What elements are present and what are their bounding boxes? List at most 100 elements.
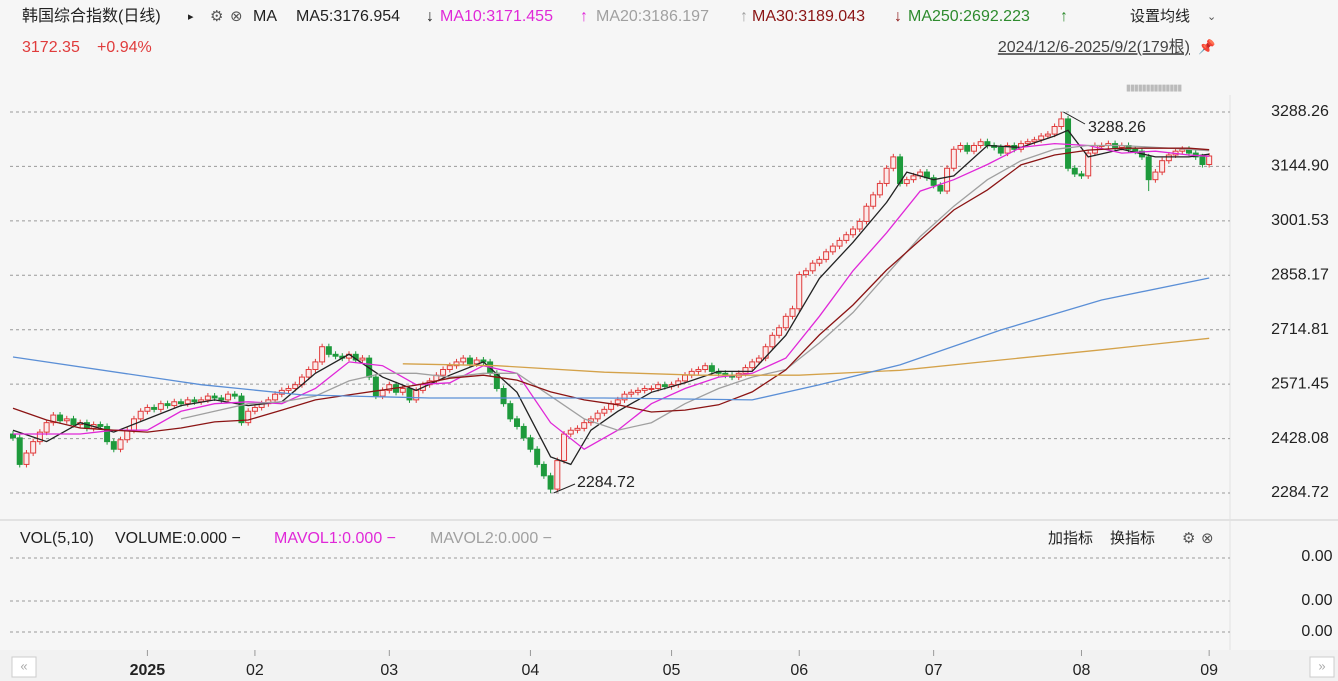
candle-body: [312, 361, 319, 370]
candle-body: [957, 144, 964, 150]
scroll-left[interactable]: [11, 656, 37, 678]
close-icon[interactable]: ⊗: [230, 8, 243, 25]
candle-body: [379, 389, 386, 397]
candle-body: [755, 357, 762, 363]
candle-body: [970, 144, 977, 152]
candle-body: [117, 439, 124, 450]
legend-trend: ↑: [580, 8, 588, 25]
candle-body: [285, 387, 292, 391]
candle-body: [628, 391, 635, 395]
candle-body: [36, 431, 43, 443]
y-tick-label: 3144.90: [1271, 158, 1329, 175]
x-tick-label: 04: [522, 662, 540, 679]
candle-body: [453, 361, 460, 367]
candle-body: [621, 393, 628, 401]
candle-body: [184, 399, 191, 405]
candle-body: [682, 374, 688, 382]
candle-body: [1152, 171, 1159, 181]
candle-body: [1044, 133, 1051, 137]
chart-title: 韩国综合指数(日线): [22, 7, 161, 25]
candle-body: [769, 334, 776, 348]
candle-body: [30, 441, 37, 454]
annotation-arrow: [553, 483, 576, 494]
scroll-right[interactable]: [1309, 656, 1335, 678]
ma-line: [180, 144, 1210, 431]
candle-body: [272, 393, 279, 401]
candle-body: [1132, 148, 1139, 152]
candle-body: [50, 414, 57, 424]
candle-body: [386, 384, 393, 391]
y-tick-label: 2714.81: [1271, 321, 1329, 338]
candle-body: [567, 429, 574, 435]
candle-body: [1038, 135, 1045, 141]
volume-close[interactable]: ⊗: [1201, 530, 1214, 547]
annotation: 2284.72: [577, 474, 635, 491]
candle-body: [292, 384, 299, 389]
candle-body: [211, 395, 218, 399]
x-tick-label: 03: [380, 662, 398, 679]
ma-line: [402, 337, 1210, 376]
candle-body: [225, 393, 232, 401]
y-tick-label: 2571.45: [1271, 375, 1329, 392]
x-tick-label: 2025: [130, 662, 166, 679]
candle-body: [1031, 139, 1038, 143]
candle-body: [641, 387, 648, 391]
candle-body: [997, 146, 1004, 154]
candle-body: [930, 177, 937, 186]
candle-body: [762, 346, 769, 359]
legend-label: MA30:3189.043: [752, 8, 865, 25]
legend-label: MA250:2692.223: [908, 8, 1030, 25]
candle-body: [702, 365, 709, 370]
candle-body: [554, 460, 561, 490]
candle-body: [742, 367, 749, 374]
volume-axis-label: 0.00: [1301, 592, 1332, 609]
candle-body: [137, 410, 144, 420]
candle-body: [561, 433, 568, 462]
candle-body: [534, 448, 541, 465]
indicator-button[interactable]: 加指标: [1048, 530, 1093, 547]
legend-trend: ↓: [894, 8, 902, 25]
x-tick-label: 06: [790, 662, 808, 679]
candle-body: [829, 245, 836, 253]
volume-axis-label: 0.00: [1301, 548, 1332, 565]
candle-body: [1051, 126, 1058, 135]
legend-trend: ↓: [426, 8, 434, 25]
candle-body: [319, 346, 326, 363]
candle-body: [850, 228, 856, 236]
candle-body: [1165, 154, 1172, 162]
date-range[interactable]: 2024/12/6-2025/9/2(179根): [998, 38, 1190, 56]
candle-body: [57, 414, 64, 422]
candle-body: [594, 412, 601, 420]
volume-settings[interactable]: ⚙: [1182, 530, 1195, 547]
volume-legend: VOLUME:0.000 −: [115, 530, 241, 547]
candle-body: [796, 274, 803, 310]
candle-body: [944, 167, 951, 192]
candle-body: [218, 397, 225, 401]
expand-arrow[interactable]: ▸: [188, 11, 194, 23]
candle-body: [500, 387, 507, 405]
candle-body: [238, 395, 245, 424]
candle-body: [547, 475, 554, 490]
candle-body: [540, 463, 547, 477]
y-tick-label: 3001.53: [1271, 212, 1329, 229]
pin-icon[interactable]: 📌: [1198, 38, 1216, 56]
candle-body: [870, 194, 877, 207]
candle-body: [883, 167, 890, 184]
candle-body: [204, 395, 211, 401]
candle-body: [16, 437, 23, 465]
candle-body: [977, 141, 984, 146]
candle-body: [1145, 156, 1152, 181]
change: +0.94%: [97, 39, 152, 56]
x-tick-label: 05: [663, 662, 681, 679]
annotation-arrow: [1063, 111, 1086, 125]
settings-icon[interactable]: ⚙: [210, 8, 223, 25]
legend-label: MA20:3186.197: [596, 8, 709, 25]
ma-line: [13, 142, 1210, 450]
candle-body: [910, 175, 917, 181]
candle-body: [359, 357, 366, 361]
indicator-button[interactable]: 换指标: [1110, 530, 1155, 547]
ma-settings[interactable]: 设置均线: [1130, 8, 1190, 25]
candle-body: [251, 406, 258, 412]
candle-body: [70, 418, 77, 426]
